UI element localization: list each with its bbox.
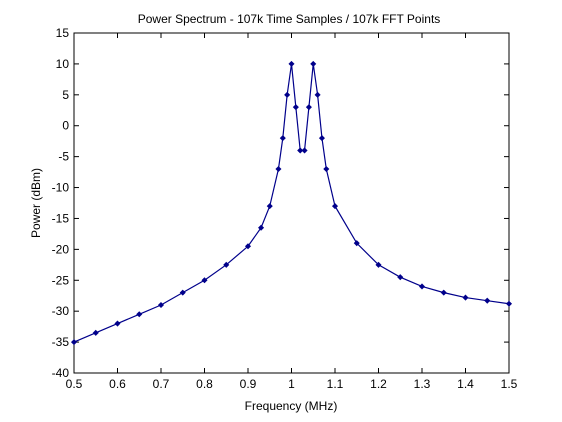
data-point	[70, 339, 78, 346]
y-tick-label: -35	[52, 335, 70, 349]
data-point	[318, 135, 325, 142]
data-point	[301, 147, 308, 154]
data-point	[297, 147, 304, 154]
chart-title: Power Spectrum - 107k Time Samples / 107…	[138, 12, 441, 26]
y-tick-label: 5	[62, 88, 69, 102]
data-point	[397, 274, 404, 281]
y-tick-label: -30	[52, 304, 70, 318]
y-tick-label: 15	[56, 26, 70, 40]
y-tick-label: -40	[52, 366, 70, 380]
data-point	[284, 91, 291, 98]
data-point	[331, 203, 339, 210]
x-tick-label: 1.5	[501, 377, 518, 391]
data-point	[375, 261, 382, 268]
data-point	[157, 301, 165, 309]
x-axis: 0.5 0.6 0.7 0.8 0.9 1 1.1 1.2 1.3 1.4 1.5	[66, 33, 518, 391]
x-tick-label: 0.9	[240, 377, 257, 391]
data-series	[70, 60, 513, 346]
data-point	[323, 165, 330, 173]
data-point	[275, 165, 282, 173]
plot-area	[73, 32, 510, 374]
y-axis-label: Power (dBm)	[29, 168, 43, 238]
data-point	[279, 135, 286, 142]
data-point	[201, 277, 208, 284]
y-tick-label: 10	[56, 57, 70, 71]
data-point	[505, 300, 513, 307]
y-tick-label: -5	[58, 150, 69, 164]
series-line	[73, 63, 510, 343]
data-point	[288, 60, 295, 67]
data-point	[484, 297, 491, 304]
data-point	[353, 240, 360, 247]
x-tick-label: 1.4	[457, 377, 474, 391]
y-tick-label: -20	[52, 242, 70, 256]
data-point	[310, 60, 317, 67]
data-point	[244, 243, 252, 250]
x-tick-label: 0.7	[153, 377, 170, 391]
y-tick-label: -25	[52, 273, 70, 287]
x-tick-label: 1.3	[414, 377, 431, 391]
x-tick-label: 1	[288, 377, 295, 391]
x-tick-label: 0.8	[196, 377, 213, 391]
data-point	[462, 294, 469, 301]
data-point	[92, 329, 99, 336]
data-point	[266, 203, 273, 210]
x-tick-label: 1.2	[370, 377, 387, 391]
y-tick-label: -15	[52, 211, 70, 225]
data-point	[292, 104, 299, 111]
data-point	[418, 283, 426, 290]
data-point	[114, 320, 121, 327]
y-tick-label: -10	[52, 181, 70, 195]
data-point	[440, 289, 447, 296]
x-tick-label: 1.1	[327, 377, 344, 391]
x-tick-label: 0.5	[66, 377, 83, 391]
y-axis: 15 10 5 0 -5 -10 -15 -20 -25 -30 -35 -40	[52, 26, 509, 380]
data-point	[258, 224, 265, 231]
data-point	[136, 311, 143, 318]
data-point	[314, 91, 321, 98]
data-point	[305, 104, 312, 111]
x-tick-label: 0.6	[109, 377, 126, 391]
data-point	[179, 289, 186, 296]
data-point	[223, 261, 230, 268]
x-axis-label: Frequency (MHz)	[245, 399, 338, 413]
y-tick-label: 0	[62, 119, 69, 133]
